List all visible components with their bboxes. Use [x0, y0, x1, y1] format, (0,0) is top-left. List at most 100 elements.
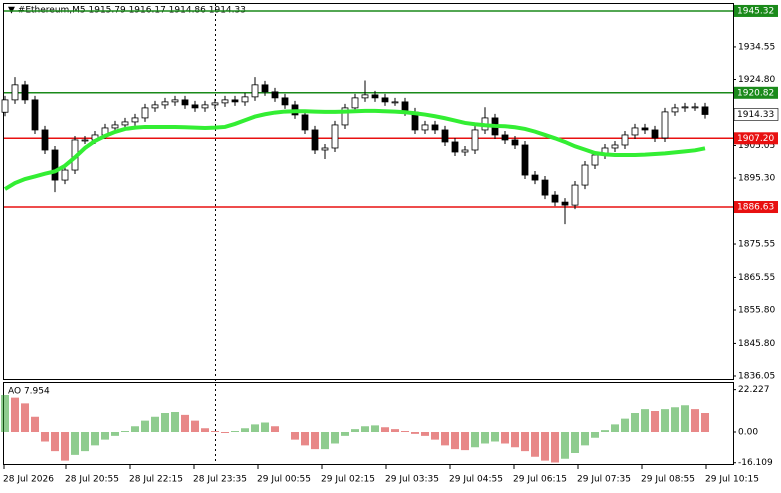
candle-body	[121, 121, 129, 126]
candle-body	[561, 201, 569, 206]
candle-body	[541, 179, 549, 196]
level-label-box	[734, 201, 778, 214]
candle-body	[131, 117, 139, 123]
candle-body	[571, 184, 579, 206]
candle-body	[211, 102, 219, 106]
candle-body	[51, 149, 59, 181]
y-tick-label: 1875.55	[738, 240, 775, 250]
candle-body	[501, 134, 509, 141]
candle-body	[161, 101, 169, 106]
candle-body	[641, 127, 649, 131]
candle-body	[471, 129, 479, 151]
candle-body	[311, 129, 319, 151]
candle-body	[581, 164, 589, 186]
y-tick-label: 22.227	[738, 385, 770, 395]
candle-body	[31, 99, 39, 131]
candle-body	[671, 107, 679, 113]
candle-body	[531, 174, 539, 181]
x-tick-label: 28 Jul 20:55	[65, 475, 119, 485]
candle-body	[261, 84, 269, 93]
candle-body	[661, 111, 669, 139]
candle-body	[251, 84, 259, 98]
moving-average	[3, 108, 706, 191]
candle-body	[181, 99, 189, 106]
candle-body	[361, 94, 369, 99]
candle-body	[221, 99, 229, 104]
x-tick-label: 28 Jul 2026	[3, 475, 54, 485]
x-tick-label: 29 Jul 10:15	[705, 475, 759, 485]
y-tick-label: 1836.05	[738, 371, 775, 381]
candle-body	[631, 127, 639, 136]
candle-body	[191, 104, 199, 109]
candle-body	[321, 147, 329, 151]
candle-body	[301, 114, 309, 131]
candle-body	[231, 99, 239, 103]
level-label-box	[734, 4, 778, 17]
x-tick-label: 29 Jul 06:15	[513, 475, 567, 485]
y-tick-label: 1934.55	[738, 42, 775, 52]
level-label: 1945.32	[737, 6, 774, 16]
candle-body	[681, 106, 689, 109]
candle-body	[41, 129, 49, 151]
y-tick-label: 0.00	[738, 428, 758, 438]
candle-body	[241, 96, 249, 103]
candle-body	[451, 141, 459, 153]
candle-body	[11, 84, 19, 101]
candle-body	[151, 104, 159, 109]
candle-body	[691, 106, 699, 109]
y-tick-label: 1845.80	[738, 339, 775, 349]
candle-body	[591, 154, 599, 166]
x-tick-label: 28 Jul 22:15	[129, 475, 183, 485]
candle-body	[521, 144, 529, 176]
candle-body	[61, 169, 69, 181]
candle-body	[621, 134, 629, 146]
candle-body	[381, 97, 389, 103]
x-tick-label: 29 Jul 03:35	[385, 475, 439, 485]
candle-body	[171, 99, 179, 103]
candle-body	[551, 194, 559, 203]
candle-body	[651, 129, 659, 139]
current-price-box	[733, 108, 779, 121]
candle-body	[511, 139, 519, 146]
x-tick-label: 29 Jul 04:55	[449, 475, 503, 485]
level-label: 1886.63	[737, 203, 774, 213]
y-tick-label: 1865.55	[738, 273, 775, 283]
price-frame	[3, 3, 734, 380]
level-label-box	[734, 86, 778, 99]
ao-title: AO 7.954	[8, 387, 50, 397]
candle-body	[441, 129, 449, 143]
candle-body	[81, 139, 89, 142]
candle-body	[281, 97, 289, 106]
x-tick-label: 29 Jul 02:15	[321, 475, 375, 485]
current-price-label: 1914.33	[737, 110, 774, 120]
level-label-box	[734, 132, 778, 145]
candle-body	[701, 106, 709, 115]
candle-body	[611, 144, 619, 149]
candle-body	[351, 97, 359, 109]
candle-body	[201, 104, 209, 109]
y-tick-label: 1855.80	[738, 306, 775, 316]
candle-body	[271, 91, 279, 99]
candle-body	[331, 124, 339, 149]
x-tick-label: 28 Jul 23:35	[193, 475, 247, 485]
candle-body	[391, 101, 399, 104]
level-label: 1920.82	[737, 88, 774, 98]
y-tick-label: 1905.05	[738, 141, 775, 151]
y-tick-label: -16.109	[738, 458, 773, 468]
candle-body	[461, 149, 469, 153]
level-label: 1907.20	[737, 134, 774, 144]
candle-body	[21, 84, 29, 101]
x-tick-label: 29 Jul 07:35	[577, 475, 631, 485]
y-tick-label: 1924.80	[738, 75, 775, 85]
candle-body	[371, 94, 379, 99]
candle-body	[341, 107, 349, 126]
y-tick-label: 1895.30	[738, 174, 775, 184]
candle-body	[141, 107, 149, 119]
x-tick-label: 29 Jul 00:55	[257, 475, 311, 485]
candle-body	[431, 124, 439, 131]
x-tick-label: 29 Jul 08:55	[641, 475, 695, 485]
candle-body	[111, 124, 119, 129]
